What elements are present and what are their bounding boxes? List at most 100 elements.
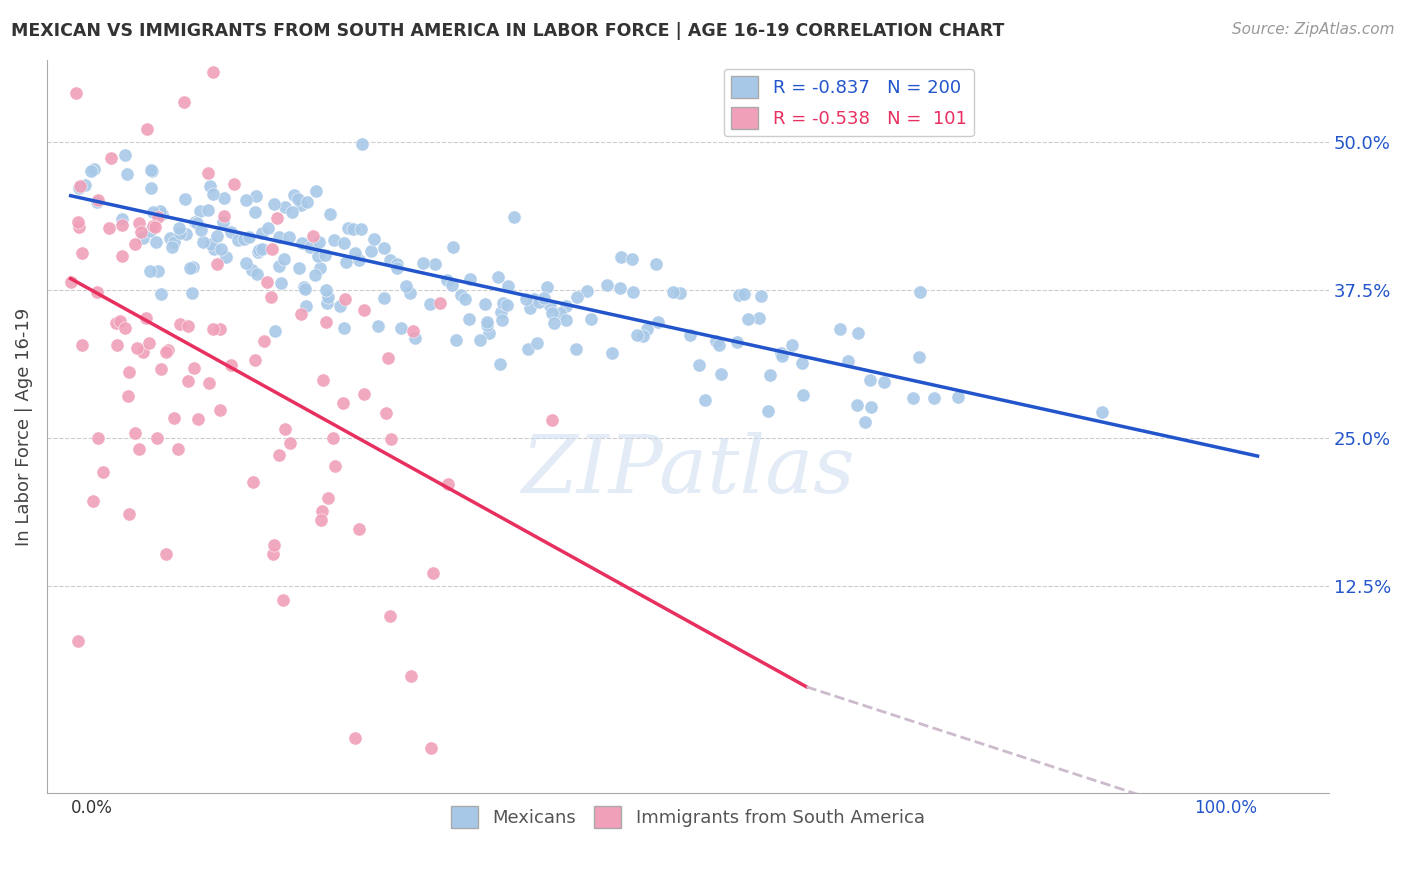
Point [129,225,152,239]
Point [191,235,214,250]
Point [214,191,236,205]
Y-axis label: In Labor Force | Age 16-19: In Labor Force | Age 16-19 [15,308,32,546]
Point [146,210,169,224]
Point [526,336,548,351]
Point [853,415,876,429]
Point [163,410,186,425]
Point [124,237,146,252]
Point [378,253,401,268]
Point [198,179,221,194]
Point [412,256,434,270]
Point [155,345,177,359]
Point [305,184,328,198]
Point [312,373,335,387]
Point [387,260,409,275]
Point [399,285,422,300]
Point [342,222,364,236]
Point [205,257,228,271]
Point [202,186,225,201]
Point [631,328,654,343]
Point [257,221,280,235]
Point [301,228,323,243]
Point [86,431,108,445]
Point [538,299,561,313]
Point [576,284,599,298]
Point [173,192,195,206]
Point [378,608,401,623]
Point [946,391,969,405]
Text: 100.0%: 100.0% [1195,799,1257,817]
Point [263,538,285,552]
Point [436,273,458,287]
Point [233,231,256,245]
Point [287,261,309,276]
Point [184,214,207,228]
Point [437,477,460,491]
Point [157,343,180,357]
Point [688,358,710,372]
Point [169,318,191,332]
Point [395,279,418,293]
Point [404,330,426,344]
Point [496,279,519,293]
Point [693,392,716,407]
Point [167,221,190,235]
Point [318,491,340,505]
Point [146,431,169,445]
Point [503,211,526,225]
Point [308,235,330,250]
Point [287,192,309,206]
Point [486,270,509,285]
Point [323,459,346,474]
Point [335,254,357,268]
Point [253,334,276,348]
Point [343,731,366,746]
Point [242,263,264,277]
Point [142,219,165,233]
Point [260,242,283,256]
Point [299,240,322,254]
Point [150,207,173,221]
Point [128,442,150,456]
Point [319,207,342,221]
Point [141,164,163,178]
Point [243,352,266,367]
Point [100,151,122,165]
Point [70,245,93,260]
Point [848,326,870,341]
Point [173,95,195,109]
Point [780,338,803,352]
Point [177,374,200,388]
Point [174,227,197,241]
Point [422,566,444,581]
Point [238,229,260,244]
Point [527,295,550,310]
Point [135,121,157,136]
Point [429,295,451,310]
Point [219,225,242,239]
Point [496,298,519,312]
Point [517,342,540,356]
Point [86,193,108,207]
Point [262,547,284,561]
Point [333,321,356,335]
Point [315,283,337,297]
Point [316,295,339,310]
Point [347,522,370,536]
Point [565,343,588,357]
Point [636,321,658,335]
Point [769,346,792,360]
Point [250,226,273,240]
Point [353,386,375,401]
Point [620,252,643,266]
Legend: Mexicans, Immigrants from South America: Mexicans, Immigrants from South America [444,799,932,836]
Point [114,321,136,335]
Point [132,231,155,245]
Point [621,285,644,299]
Point [139,163,162,178]
Point [271,593,294,607]
Point [132,345,155,359]
Point [246,245,269,260]
Point [209,402,232,417]
Point [186,216,208,230]
